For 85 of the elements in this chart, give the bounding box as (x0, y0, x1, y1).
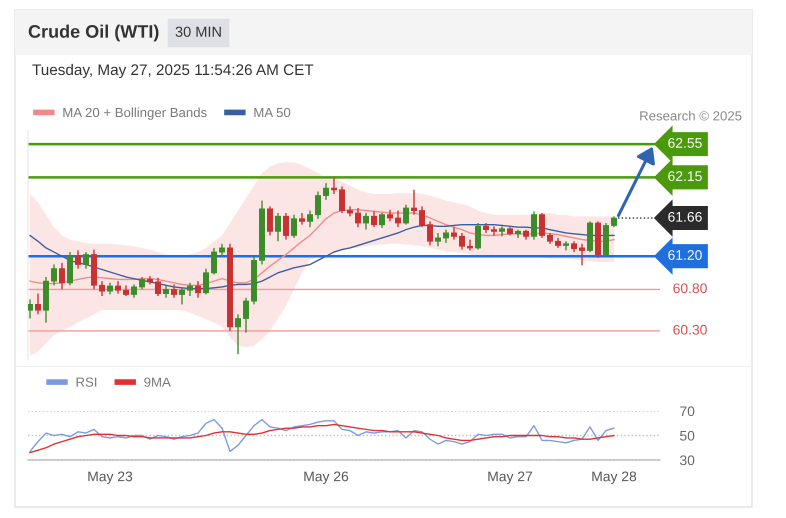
candlestick (187, 282, 193, 297)
chart-subtitle: 30 MIN (176, 26, 221, 37)
y-tick-label: 30 (680, 455, 694, 466)
candlestick (315, 190, 321, 220)
legend-label: 9MA (144, 377, 171, 387)
ref-line-label: 61.20 (668, 250, 702, 260)
candlestick (155, 277, 161, 297)
candlestick (499, 226, 505, 237)
candlestick (107, 282, 113, 296)
candlestick (475, 222, 481, 250)
candlestick (379, 212, 385, 229)
candlestick (203, 268, 209, 296)
candlestick (75, 250, 81, 270)
candlestick (35, 292, 41, 316)
candlestick (283, 212, 289, 240)
candlestick (51, 264, 57, 286)
candlestick (299, 212, 305, 226)
candlestick (59, 262, 65, 290)
x-tick-label: May 27 (488, 471, 532, 484)
candlestick (83, 251, 89, 270)
chart-title: Crude Oil (WTI) (28, 24, 158, 42)
candlestick (28, 298, 33, 320)
candlestick (219, 243, 225, 257)
y-tick-label: 70 (680, 406, 694, 416)
ref-line-label: 62.55 (668, 138, 702, 148)
ref-line-label: 60.80 (673, 283, 707, 294)
candlestick (243, 297, 249, 334)
candlestick (115, 280, 121, 294)
candlestick (211, 247, 217, 276)
text: Research © 2025 (640, 110, 742, 121)
candlestick (555, 237, 561, 249)
x-tick-label: May 23 (88, 471, 132, 484)
candlestick (435, 232, 441, 247)
candlestick (323, 182, 329, 200)
candlestick (171, 284, 177, 298)
candlestick (275, 212, 281, 242)
candlestick (131, 284, 137, 298)
x-tick-label: May 28 (592, 471, 636, 484)
y-tick-label: 50 (680, 430, 694, 441)
text: Tuesday, May 27, 2025 11:54:26 AM CET (32, 64, 314, 78)
candlestick (563, 240, 569, 252)
candlestick (547, 232, 553, 244)
ref-line-label: 61.66 (668, 212, 702, 222)
candlestick (387, 209, 393, 222)
candlestick (539, 212, 545, 239)
candlestick (491, 226, 497, 236)
candlestick (403, 204, 409, 226)
candlestick (267, 206, 273, 236)
legend-label: MA 50 (254, 108, 290, 118)
candlestick (419, 206, 425, 228)
candlestick (331, 177, 337, 195)
x-tick-label: May 26 (304, 471, 348, 484)
candlestick (195, 280, 201, 298)
candlestick (443, 228, 449, 244)
legend-label: RSI (76, 377, 96, 387)
ref-line-label: 60.30 (673, 324, 707, 335)
candlestick (339, 186, 345, 214)
candlestick (451, 226, 457, 240)
candlestick (611, 216, 617, 228)
candlestick (307, 210, 313, 228)
candlestick (579, 243, 585, 266)
candlestick (531, 210, 537, 240)
candlestick (179, 287, 185, 306)
line-series (29, 418, 615, 452)
legend-label: MA 20 + Bollinger Bands (63, 107, 207, 120)
candlestick (427, 220, 433, 246)
candlestick (371, 210, 377, 228)
candlestick (483, 222, 489, 234)
candlestick (163, 285, 169, 298)
candlestick (291, 214, 297, 239)
candlestick (459, 232, 465, 250)
candlestick (347, 206, 353, 218)
candlestick (395, 210, 401, 228)
candlestick (411, 189, 417, 216)
candlestick (355, 207, 361, 228)
ref-line-label: 62.15 (668, 171, 702, 182)
candlestick (363, 212, 369, 230)
candlestick (139, 276, 145, 290)
line-series (29, 424, 615, 454)
candlestick (571, 240, 577, 253)
candlestick (523, 228, 529, 240)
candlestick (123, 284, 129, 297)
candlestick (467, 238, 473, 252)
candlestick (99, 280, 105, 297)
candlestick (235, 314, 241, 355)
